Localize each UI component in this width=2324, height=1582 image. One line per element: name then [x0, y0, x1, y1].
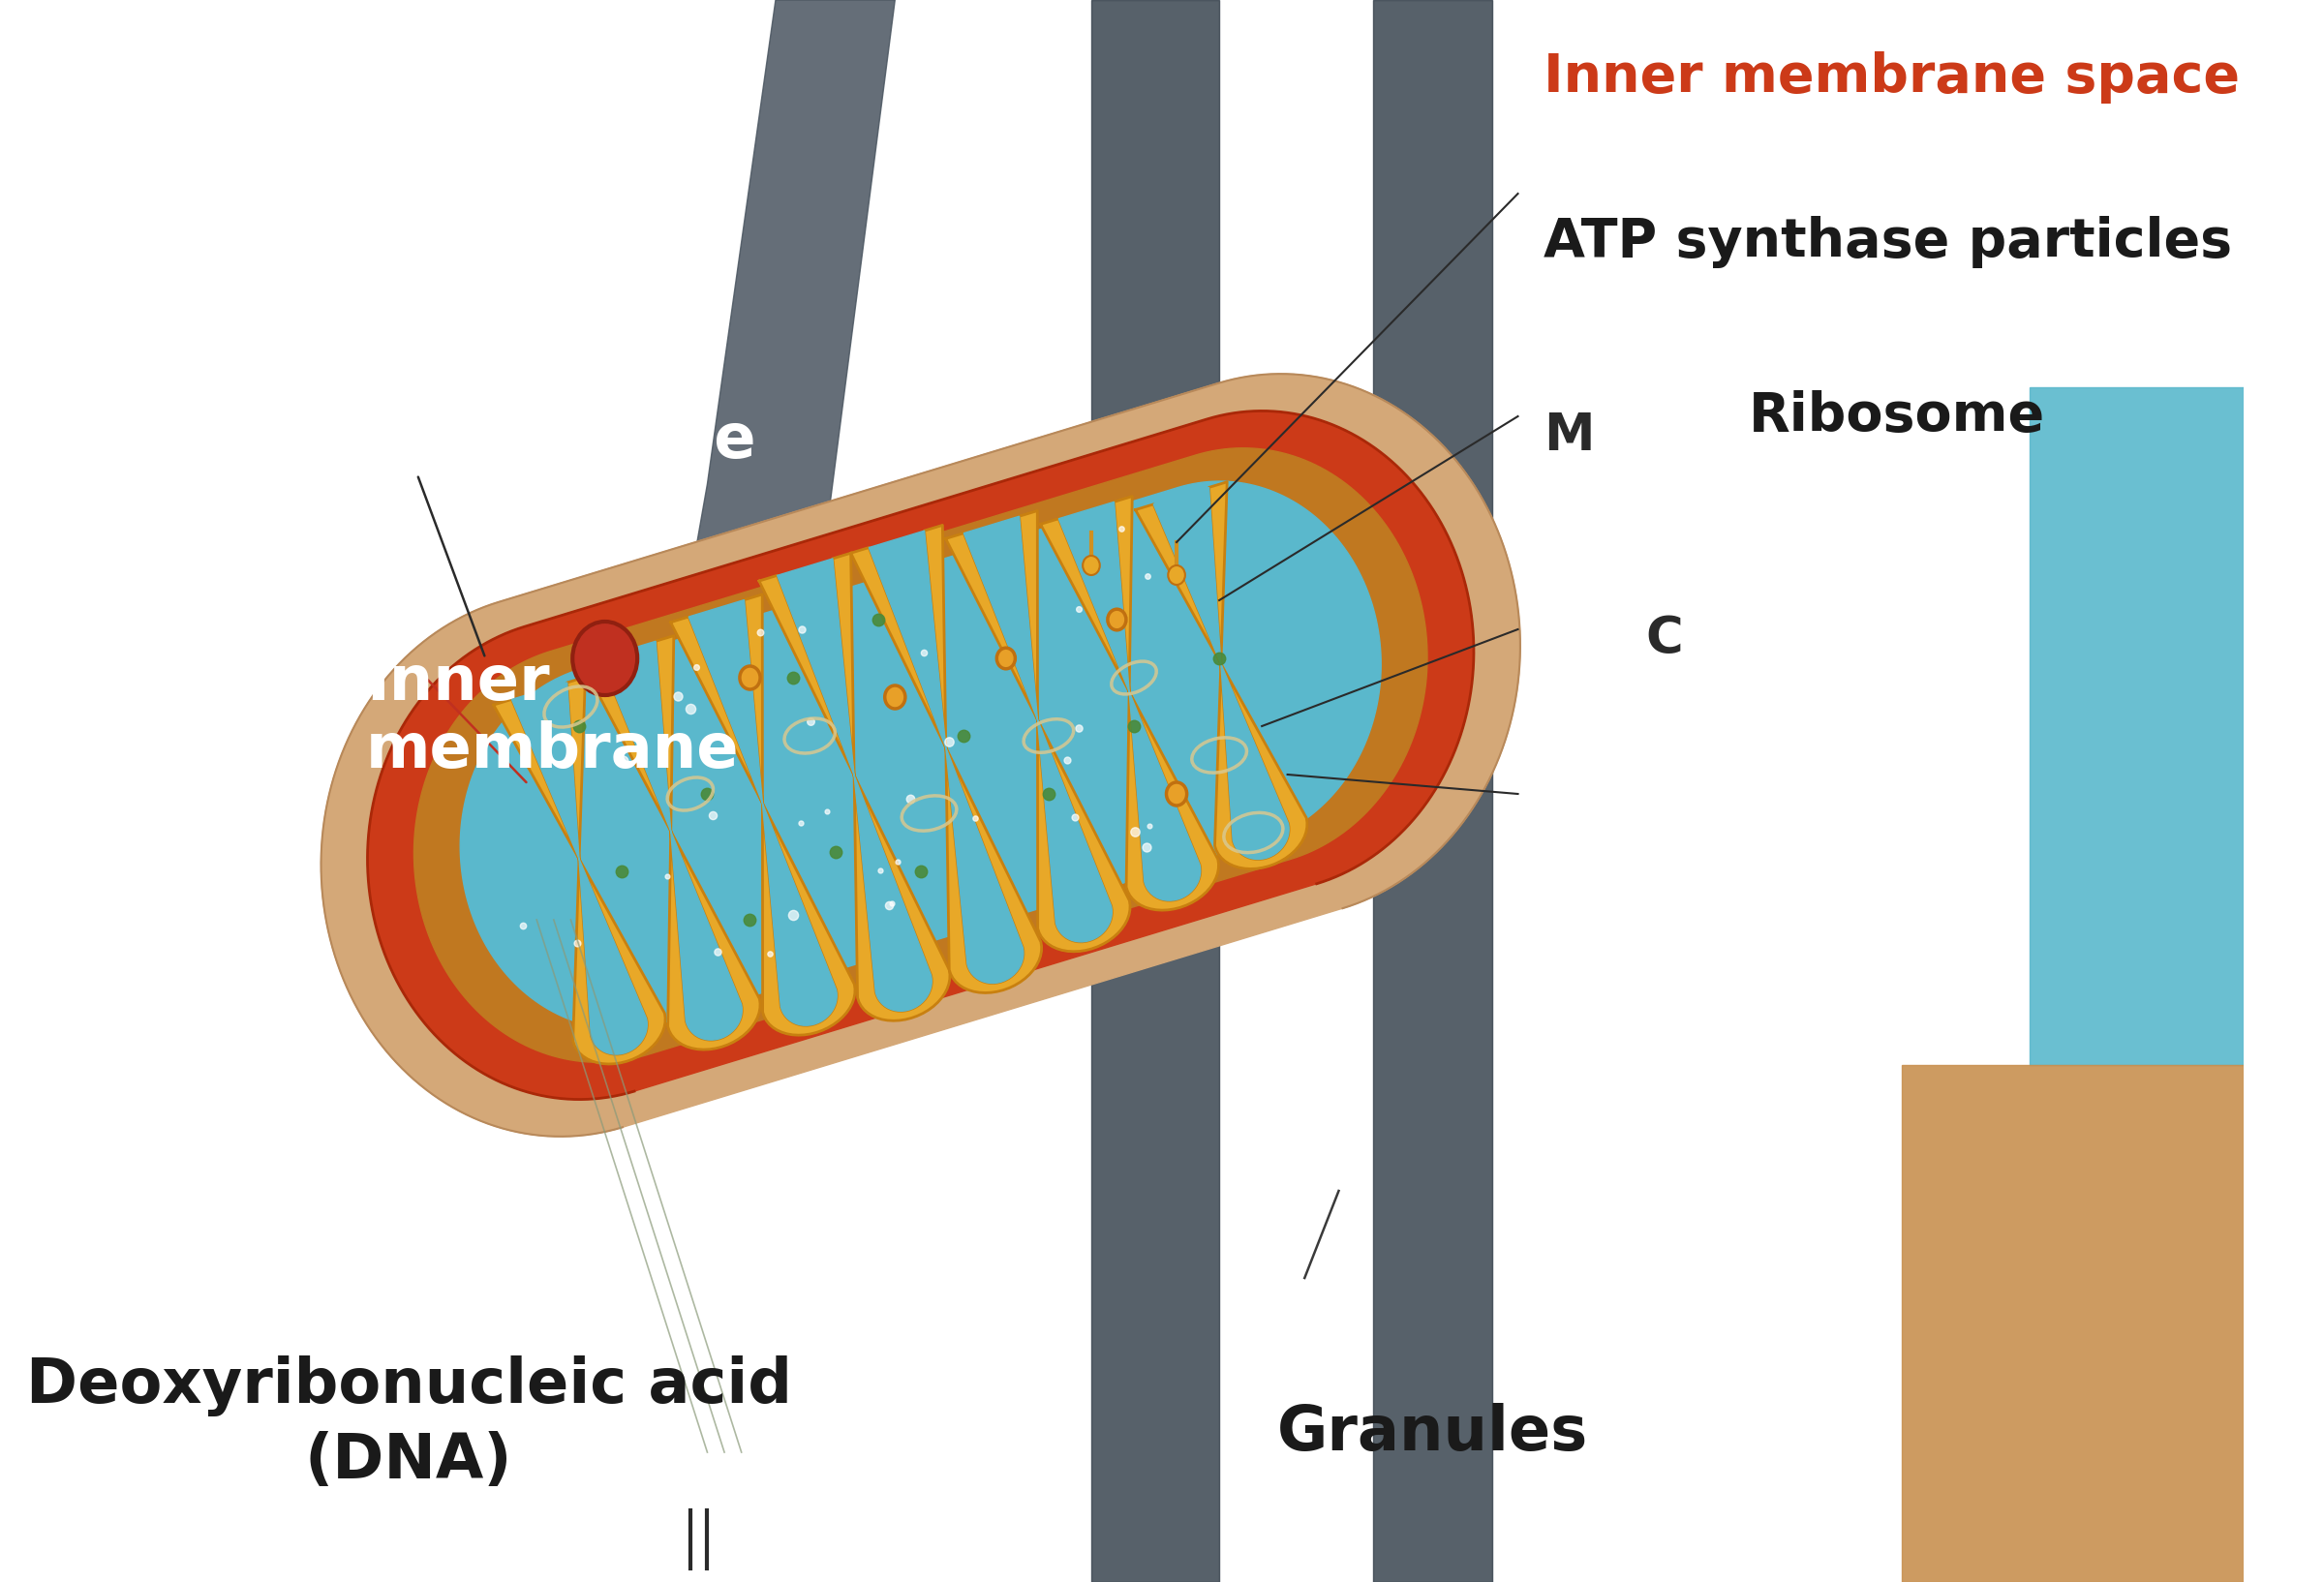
- Polygon shape: [1136, 483, 1306, 869]
- Circle shape: [1167, 782, 1188, 805]
- Polygon shape: [604, 0, 895, 1065]
- Polygon shape: [2029, 388, 2243, 1065]
- Polygon shape: [321, 373, 1520, 1136]
- Text: Inner
membrane: Inner membrane: [365, 653, 739, 780]
- Polygon shape: [1092, 0, 1220, 1582]
- Text: C: C: [1645, 614, 1683, 664]
- Polygon shape: [851, 525, 1041, 993]
- Circle shape: [1083, 555, 1099, 576]
- Polygon shape: [511, 682, 646, 1054]
- Polygon shape: [672, 595, 855, 1035]
- Polygon shape: [1041, 497, 1218, 910]
- Circle shape: [572, 622, 637, 694]
- Polygon shape: [581, 636, 760, 1049]
- Polygon shape: [1153, 487, 1290, 859]
- Polygon shape: [964, 516, 1111, 941]
- Polygon shape: [1901, 1065, 2243, 1582]
- Text: Outer
membrane: Outer membrane: [383, 343, 758, 470]
- Circle shape: [739, 666, 760, 690]
- Text: ATP synthase particles: ATP synthase particles: [1543, 215, 2231, 269]
- Text: Inner membrane space: Inner membrane space: [1543, 51, 2240, 103]
- Circle shape: [1169, 565, 1185, 585]
- Polygon shape: [367, 411, 1473, 1099]
- Polygon shape: [1060, 501, 1202, 900]
- Text: M: M: [1543, 410, 1594, 460]
- Polygon shape: [946, 511, 1129, 951]
- Polygon shape: [493, 677, 665, 1065]
- Circle shape: [997, 649, 1016, 669]
- Circle shape: [1109, 609, 1127, 630]
- Polygon shape: [776, 558, 932, 1011]
- Polygon shape: [600, 641, 741, 1039]
- Polygon shape: [1373, 0, 1492, 1582]
- Text: Ribosome: Ribosome: [1748, 391, 2045, 443]
- Text: Deoxyribonucleic acid
(DNA): Deoxyribonucleic acid (DNA): [26, 1356, 792, 1490]
- Polygon shape: [760, 554, 951, 1020]
- Circle shape: [885, 685, 906, 709]
- Text: Granules: Granules: [1276, 1403, 1587, 1463]
- Polygon shape: [688, 600, 837, 1025]
- Polygon shape: [414, 448, 1427, 1063]
- Polygon shape: [869, 530, 1023, 982]
- Polygon shape: [460, 481, 1380, 1030]
